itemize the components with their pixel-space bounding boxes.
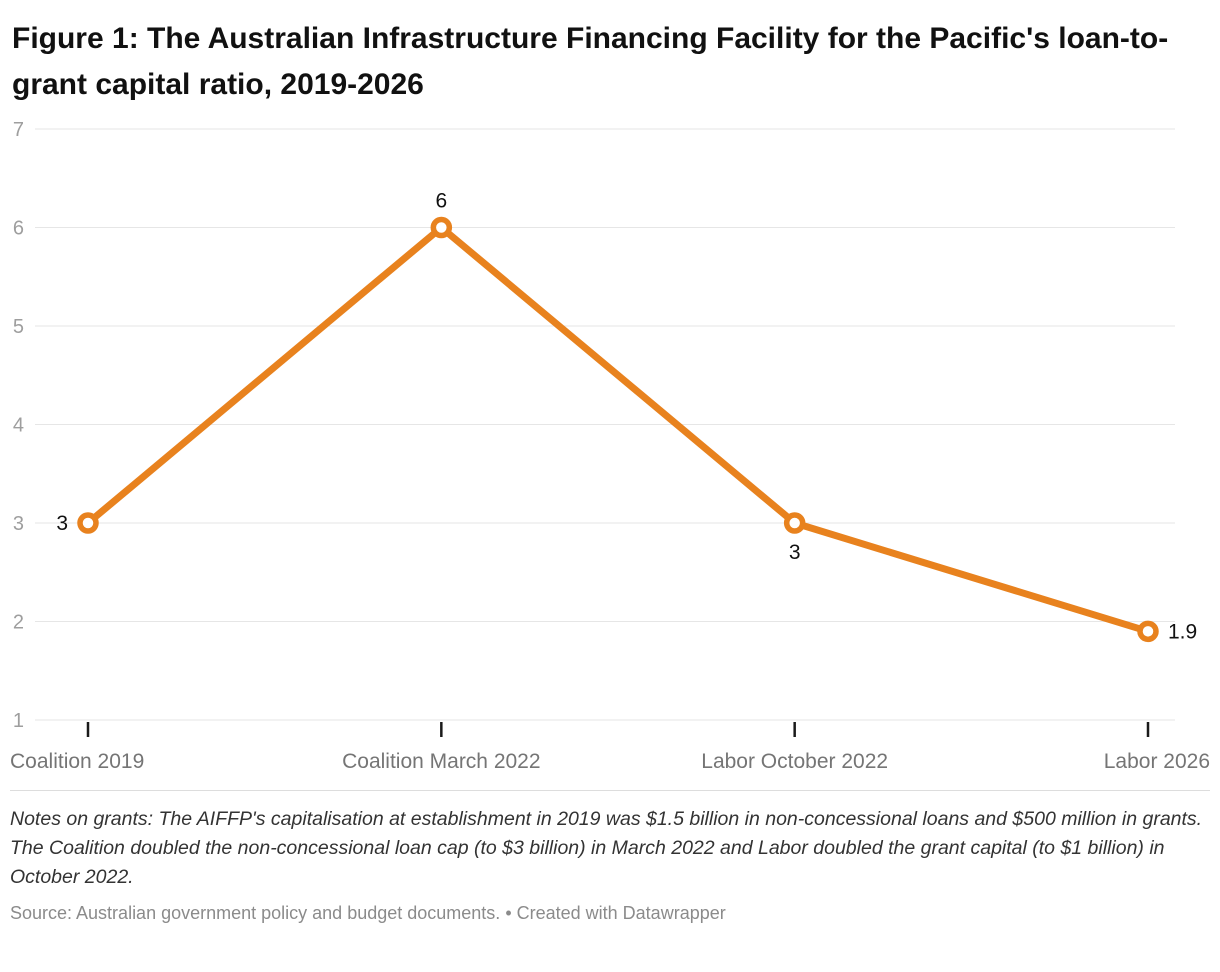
- chart-area: 1 2 3 4 5 6 7 Coalition 2019 Coalition March 202…: [0, 114, 1220, 784]
- y-tick-label: 1: [13, 710, 24, 732]
- y-tick-label: 3: [13, 513, 24, 535]
- data-point: [77, 512, 99, 534]
- data-point-label: 6: [435, 190, 447, 213]
- data-point-label: 1.9: [1168, 620, 1197, 643]
- chart-title: Figure 1: The Australian Infrastructure …: [12, 22, 1169, 101]
- data-point-label: 3: [56, 512, 68, 535]
- x-axis-label: Coalition March 2022: [342, 750, 540, 773]
- chart-source-line: Source: Australian government policy and…: [10, 900, 1210, 926]
- y-tick-label: 4: [13, 415, 24, 437]
- data-line: [84, 224, 1152, 635]
- data-point: [430, 216, 453, 239]
- y-tick-label: 7: [13, 119, 24, 141]
- x-axis-label: Labor 2026: [1104, 750, 1210, 773]
- source-separator: •: [500, 903, 517, 923]
- y-tick-label: 2: [13, 612, 24, 634]
- data-point-label: 3: [789, 541, 801, 564]
- y-tick-label: 5: [13, 316, 24, 338]
- line-chart: 1 2 3 4 5 6 7 Coalition 2019 Coalition March 202…: [10, 119, 1210, 773]
- chart-notes: Notes on grants: The AIFFP's capitalisat…: [10, 790, 1210, 892]
- x-axis-label: Labor October 2022: [701, 750, 888, 773]
- datawrapper-attribution[interactable]: Created with Datawrapper: [516, 903, 726, 923]
- data-point: [1137, 620, 1159, 643]
- data-point: [783, 512, 806, 534]
- x-axis-label: Coalition 2019: [10, 750, 144, 773]
- source-text: Source: Australian government policy and…: [10, 903, 501, 923]
- y-tick-label: 6: [13, 218, 24, 240]
